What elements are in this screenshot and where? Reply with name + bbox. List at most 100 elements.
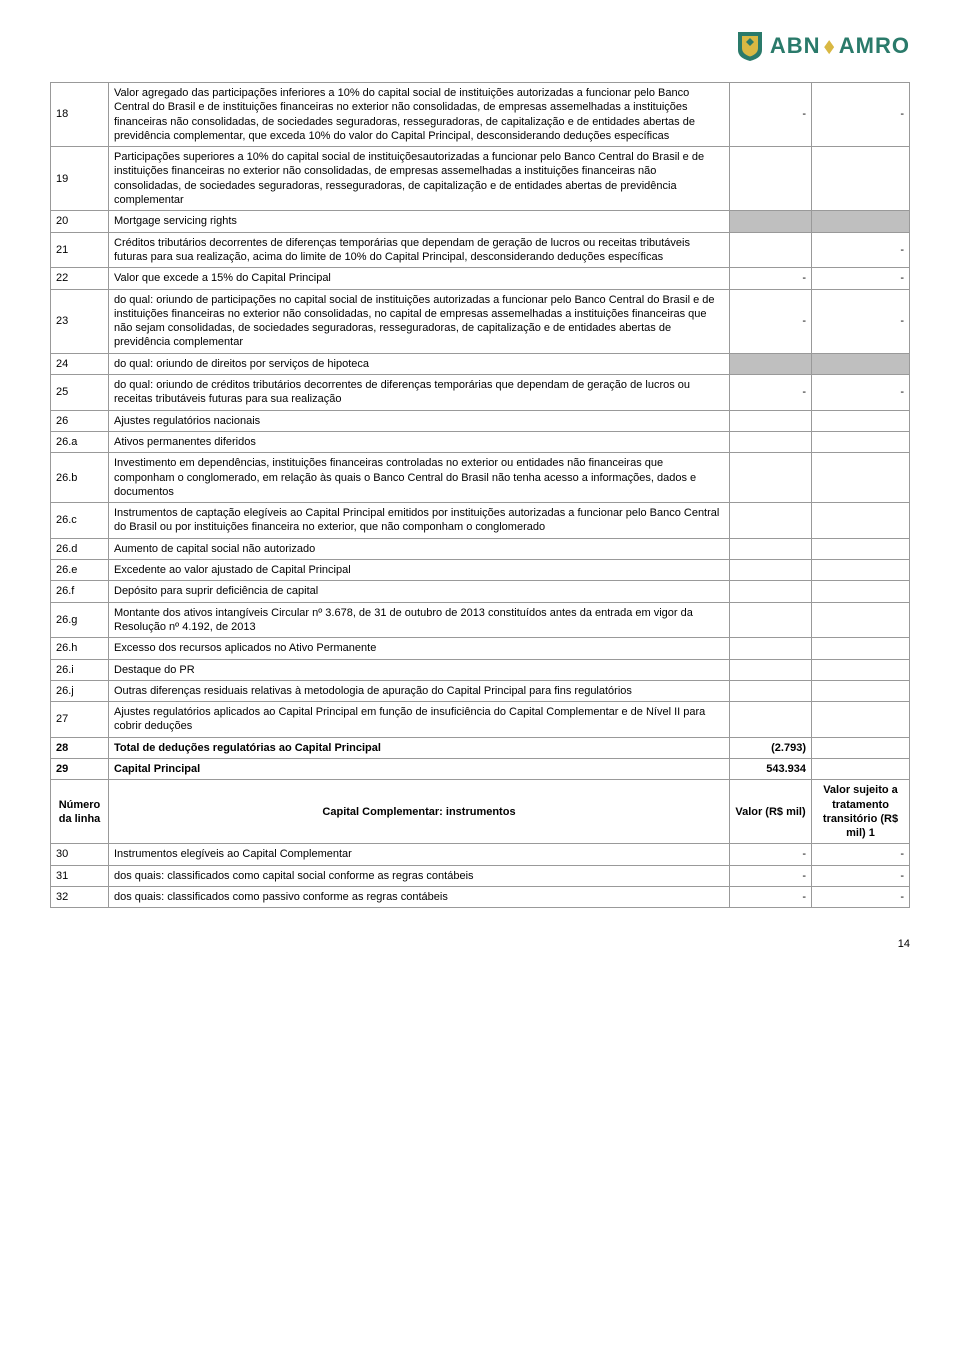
row-description: Valor que excede a 15% do Capital Princi…: [109, 268, 730, 289]
row-value-1: [730, 581, 812, 602]
row-value-2: -: [812, 887, 910, 908]
logo-text: ABN ◆ AMRO: [770, 33, 910, 59]
row-number: 26.g: [51, 602, 109, 638]
row-value-2: [812, 453, 910, 503]
table-row: 29Capital Principal543.934: [51, 758, 910, 779]
table-row: 28Total de deduções regulatórias ao Capi…: [51, 737, 910, 758]
row-value-2: [812, 758, 910, 779]
row-value-1: [730, 410, 812, 431]
row-value-1: -: [730, 289, 812, 353]
row-value-2: [812, 702, 910, 738]
table-row: 31dos quais: classificados como capital …: [51, 865, 910, 886]
row-number: 20: [51, 211, 109, 232]
row-value-1: [730, 538, 812, 559]
row-value-2: [812, 410, 910, 431]
table-row: 26.aAtivos permanentes diferidos: [51, 431, 910, 452]
row-number: 26.c: [51, 503, 109, 539]
row-description: Ajustes regulatórios aplicados ao Capita…: [109, 702, 730, 738]
row-number: 26.d: [51, 538, 109, 559]
table-row: 27Ajustes regulatórios aplicados ao Capi…: [51, 702, 910, 738]
row-number: 24: [51, 353, 109, 374]
row-value-1: [730, 147, 812, 211]
table-row: 32dos quais: classificados como passivo …: [51, 887, 910, 908]
logo-shield-icon: [736, 30, 764, 62]
table-row: 26.dAumento de capital social não autori…: [51, 538, 910, 559]
row-value-2: [812, 503, 910, 539]
row-value-1: -: [730, 375, 812, 411]
row-value-2: [812, 147, 910, 211]
row-number: 23: [51, 289, 109, 353]
row-value-1: [730, 638, 812, 659]
row-value-2: [812, 353, 910, 374]
row-description: do qual: oriundo de créditos tributários…: [109, 375, 730, 411]
row-description: Capital Principal: [109, 758, 730, 779]
row-description: Mortgage servicing rights: [109, 211, 730, 232]
row-value-2: [812, 538, 910, 559]
page-number: 14: [50, 938, 910, 950]
row-description: Destaque do PR: [109, 659, 730, 680]
row-value-2: [812, 638, 910, 659]
row-value-2: [812, 431, 910, 452]
row-description: do qual: oriundo de participações no cap…: [109, 289, 730, 353]
row-description: Participações superiores a 10% do capita…: [109, 147, 730, 211]
row-value-2: [812, 680, 910, 701]
row-number: 26.a: [51, 431, 109, 452]
table-row: 26.bInvestimento em dependências, instit…: [51, 453, 910, 503]
logo: ABN ◆ AMRO: [736, 30, 910, 62]
table-row: 20Mortgage servicing rights: [51, 211, 910, 232]
logo-text-2: AMRO: [839, 33, 910, 59]
row-value-1: [730, 702, 812, 738]
row-number: 30: [51, 844, 109, 865]
row-number: 26.e: [51, 560, 109, 581]
table-row: 26.cInstrumentos de captação elegíveis a…: [51, 503, 910, 539]
row-description: Excedente ao valor ajustado de Capital P…: [109, 560, 730, 581]
row-number: 21: [51, 232, 109, 268]
row-value-1: [730, 602, 812, 638]
row-value-2: [812, 211, 910, 232]
row-value-2: -: [812, 83, 910, 147]
row-value-1: -: [730, 887, 812, 908]
row-description: Valor agregado das participações inferio…: [109, 83, 730, 147]
row-number: 26.h: [51, 638, 109, 659]
table-row: 26Ajustes regulatórios nacionais: [51, 410, 910, 431]
table-row: 24do qual: oriundo de direitos por servi…: [51, 353, 910, 374]
row-value-1: [730, 503, 812, 539]
table-row: 19Participações superiores a 10% do capi…: [51, 147, 910, 211]
row-number: 19: [51, 147, 109, 211]
row-number: 32: [51, 887, 109, 908]
row-description: Ajustes regulatórios nacionais: [109, 410, 730, 431]
header-col-valor-transitorio: Valor sujeito a tratamento transitório (…: [812, 780, 910, 844]
row-value-1: -: [730, 844, 812, 865]
row-description: dos quais: classificados como passivo co…: [109, 887, 730, 908]
row-description: do qual: oriundo de direitos por serviço…: [109, 353, 730, 374]
row-value-1: 543.934: [730, 758, 812, 779]
table-row: 25do qual: oriundo de créditos tributári…: [51, 375, 910, 411]
row-number: 27: [51, 702, 109, 738]
row-value-2: -: [812, 865, 910, 886]
row-description: Outras diferenças residuais relativas à …: [109, 680, 730, 701]
row-value-1: [730, 659, 812, 680]
page-header: ABN ◆ AMRO: [50, 30, 910, 62]
row-description: Instrumentos elegíveis ao Capital Comple…: [109, 844, 730, 865]
row-value-1: -: [730, 268, 812, 289]
row-description: Total de deduções regulatórias ao Capita…: [109, 737, 730, 758]
row-value-1: [730, 431, 812, 452]
row-value-1: -: [730, 83, 812, 147]
row-number: 26.b: [51, 453, 109, 503]
table-row: 30Instrumentos elegíveis ao Capital Comp…: [51, 844, 910, 865]
row-description: Investimento em dependências, instituiçõ…: [109, 453, 730, 503]
row-number: 31: [51, 865, 109, 886]
row-description: dos quais: classificados como capital so…: [109, 865, 730, 886]
regulatory-table: 18Valor agregado das participações infer…: [50, 82, 910, 908]
row-value-2: [812, 560, 910, 581]
section-header-row: Número da linha Capital Complementar: in…: [51, 780, 910, 844]
row-value-1: [730, 211, 812, 232]
row-number: 22: [51, 268, 109, 289]
row-description: Montante dos ativos intangíveis Circular…: [109, 602, 730, 638]
row-value-1: [730, 680, 812, 701]
row-value-1: (2.793): [730, 737, 812, 758]
row-description: Créditos tributários decorrentes de dife…: [109, 232, 730, 268]
row-value-2: -: [812, 289, 910, 353]
row-value-1: [730, 560, 812, 581]
row-value-2: -: [812, 268, 910, 289]
